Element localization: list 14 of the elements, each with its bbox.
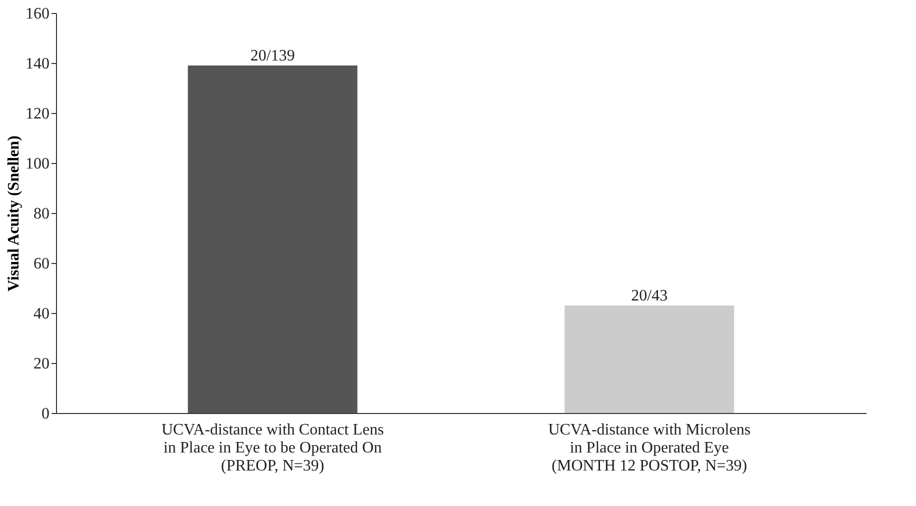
y-tick-label: 0 bbox=[42, 406, 50, 422]
y-tick-label: 80 bbox=[34, 206, 50, 222]
y-tick-label: 60 bbox=[34, 256, 50, 272]
data-label: 20/43 bbox=[631, 288, 668, 304]
y-tick-label: 140 bbox=[26, 56, 50, 72]
x-tick-label: UCVA-distance with Contact Lens in Place in Eye to be Operated On (PREOP, N=39) bbox=[161, 422, 384, 474]
data-label: 20/139 bbox=[250, 48, 295, 64]
x-tick-label: UCVA-distance with Microlens in Place in Operated Eye (MONTH 12 POSTOP, N=39) bbox=[548, 422, 751, 474]
y-axis-title: Visual Acuity (Snellen) bbox=[6, 136, 22, 292]
y-tick-label: 160 bbox=[26, 6, 50, 22]
y-tick-label: 100 bbox=[26, 156, 50, 172]
y-tick-label: 20 bbox=[34, 356, 50, 372]
y-tick-label: 40 bbox=[34, 306, 50, 322]
y-tick-label: 120 bbox=[26, 106, 50, 122]
